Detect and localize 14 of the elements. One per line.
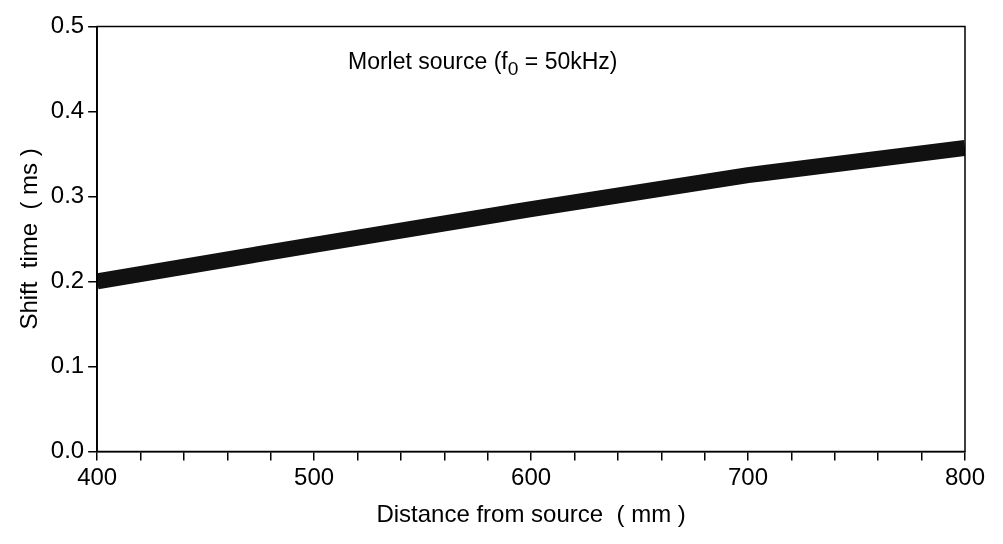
y-axis-title: Shift time ( ms ) — [15, 148, 43, 330]
y-tick-label: 0.2 — [50, 266, 85, 294]
y-tick-label: 0.1 — [50, 351, 85, 379]
x-tick-label: 400 — [77, 463, 118, 491]
annotation: Morlet source (f$_{0}$ = 50kHz) — [348, 48, 618, 80]
y-tick-label: 0.0 — [50, 436, 85, 464]
y-tick-label: 0.3 — [50, 181, 85, 209]
x-tick-label: 500 — [294, 463, 335, 491]
x-tick-label: 600 — [511, 463, 552, 491]
y-tick-label: 0.5 — [50, 11, 85, 39]
y-tick-label: 0.4 — [50, 96, 85, 124]
x-tick-label: 800 — [944, 463, 986, 491]
x-axis-title: Distance from source ( mm ) — [376, 500, 686, 528]
x-tick-label: 700 — [728, 463, 769, 491]
